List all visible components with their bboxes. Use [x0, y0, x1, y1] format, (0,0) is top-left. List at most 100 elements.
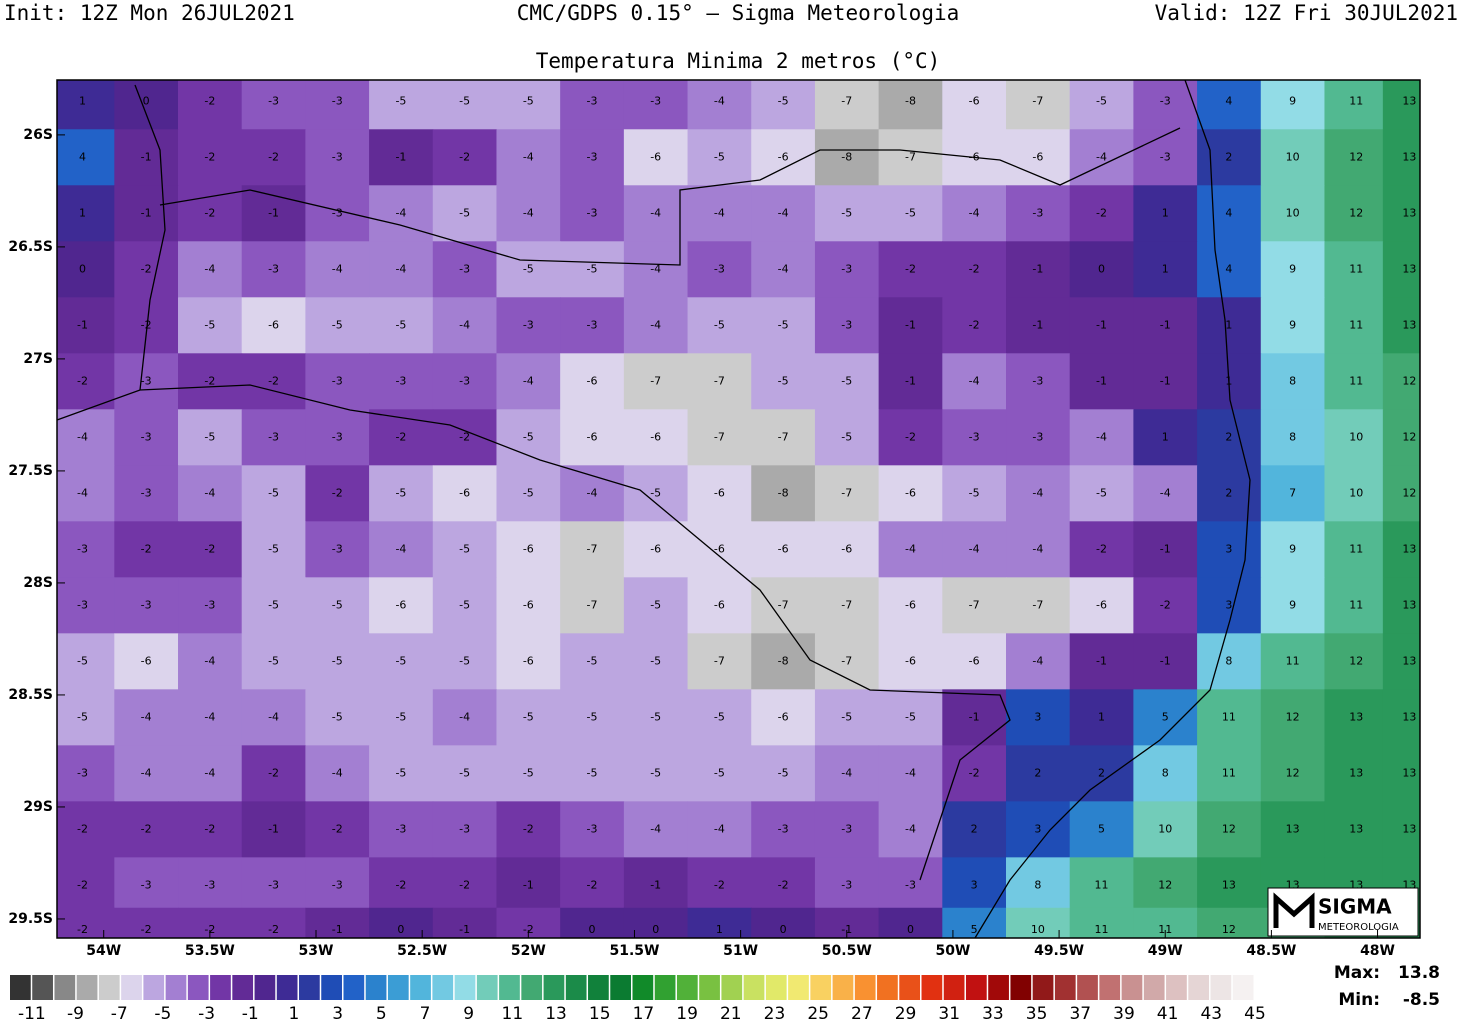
cell-value: -1: [905, 318, 916, 331]
cell: [942, 80, 1007, 130]
cell: [241, 129, 306, 186]
cell-value: -2: [332, 486, 343, 499]
cell: [305, 185, 370, 242]
cell-value: -1: [268, 206, 279, 219]
cell-value: -2: [268, 150, 279, 163]
cell-value: 1: [79, 94, 86, 107]
y-tick-label: 29S: [23, 799, 53, 815]
cell-value: -2: [204, 822, 215, 835]
colorbar-box: [943, 975, 965, 1000]
y-tick-label: 27.5S: [8, 463, 53, 479]
colorbar-box: [988, 975, 1009, 1000]
cell-value: -7: [714, 374, 725, 387]
cell: [687, 465, 752, 522]
cell-value: -4: [969, 374, 980, 387]
cell: [814, 465, 880, 522]
cell: [1133, 185, 1198, 242]
cell: [1382, 633, 1421, 690]
cell: [369, 241, 434, 298]
cell-value: 1: [716, 923, 723, 936]
cell: [751, 465, 816, 522]
model-text: CMC/GDPS 0.15° — Sigma Meteorologia: [517, 1, 960, 25]
colorbar-label: 5: [376, 1004, 387, 1022]
cell-value: -5: [459, 206, 470, 219]
cell: [496, 80, 561, 130]
country-border: [134, 84, 166, 391]
cell-value: 13: [1222, 878, 1236, 891]
cell-value: -6: [523, 598, 534, 611]
cell: [1260, 80, 1325, 130]
x-tick-label: 54W: [86, 943, 121, 959]
cell: [1069, 297, 1134, 354]
colorbar-box: [121, 975, 142, 1000]
x-tick-label: 51W: [723, 943, 758, 959]
cell-value: -6: [650, 150, 661, 163]
cell: [1197, 857, 1262, 909]
cell-value: -5: [523, 262, 534, 275]
cell: [560, 801, 625, 858]
cell-value: -3: [459, 262, 470, 275]
cell: [560, 745, 625, 802]
cell-value: -2: [268, 374, 279, 387]
colorbar-box: [1010, 975, 1032, 1000]
map-frame: [56, 79, 1421, 939]
cell-value: 13: [1402, 766, 1416, 779]
cell: [560, 857, 625, 909]
cell-value: -5: [714, 766, 725, 779]
colorbar-label: 9: [463, 1004, 474, 1022]
cell: [878, 353, 943, 410]
cell-value: 13: [1286, 822, 1300, 835]
cell: [432, 689, 497, 746]
cell-value: -5: [268, 542, 279, 555]
cell: [369, 409, 434, 466]
cell: [178, 129, 243, 186]
cell-value: -6: [587, 430, 598, 443]
cell-value: 0: [1098, 262, 1105, 275]
cell-value: -5: [587, 766, 598, 779]
cell: [942, 353, 1007, 410]
colorbar-box: [1054, 975, 1076, 1000]
cell: [114, 185, 179, 242]
cell-value: 0: [397, 923, 404, 936]
cell: [814, 129, 880, 186]
cell-value: -5: [587, 710, 598, 723]
cell: [305, 297, 370, 354]
cell: [1324, 745, 1384, 802]
y-tick-label: 26.5S: [8, 239, 53, 255]
cell: [687, 577, 752, 634]
colorbar-box: [1077, 975, 1098, 1000]
colorbar-box: [343, 975, 365, 1000]
state-border: [56, 384, 1011, 881]
cell: [241, 465, 306, 522]
cell-value: -6: [778, 542, 789, 555]
cell-value: -7: [1032, 598, 1043, 611]
cell-value: -1: [1096, 318, 1107, 331]
cell: [432, 465, 497, 522]
cell-value: -3: [905, 878, 916, 891]
state-border: [159, 127, 1181, 266]
x-tick-label: 53W: [299, 943, 334, 959]
colorbar-label: 15: [589, 1004, 611, 1022]
cell-value: -2: [523, 822, 534, 835]
cell-value: -4: [650, 318, 661, 331]
x-tick-label: 53.5W: [185, 943, 235, 959]
cell-value: -4: [523, 374, 534, 387]
cell: [1324, 409, 1384, 466]
cell: [623, 297, 689, 354]
cell: [1197, 80, 1262, 130]
cell-value: 13: [1402, 318, 1416, 331]
cell-value: -3: [141, 374, 152, 387]
cell-value: -2: [77, 878, 88, 891]
cell-value: -5: [714, 710, 725, 723]
cell-value: -3: [332, 206, 343, 219]
max-value: 13.8: [1398, 963, 1440, 983]
cell: [496, 241, 561, 298]
cell-value: -5: [523, 430, 534, 443]
cell-value: -3: [332, 878, 343, 891]
colorbar-box: [699, 975, 720, 1000]
cell: [1324, 577, 1384, 634]
cell: [57, 465, 115, 522]
cell: [114, 465, 179, 522]
cell: [560, 577, 625, 634]
cell: [1133, 353, 1198, 410]
